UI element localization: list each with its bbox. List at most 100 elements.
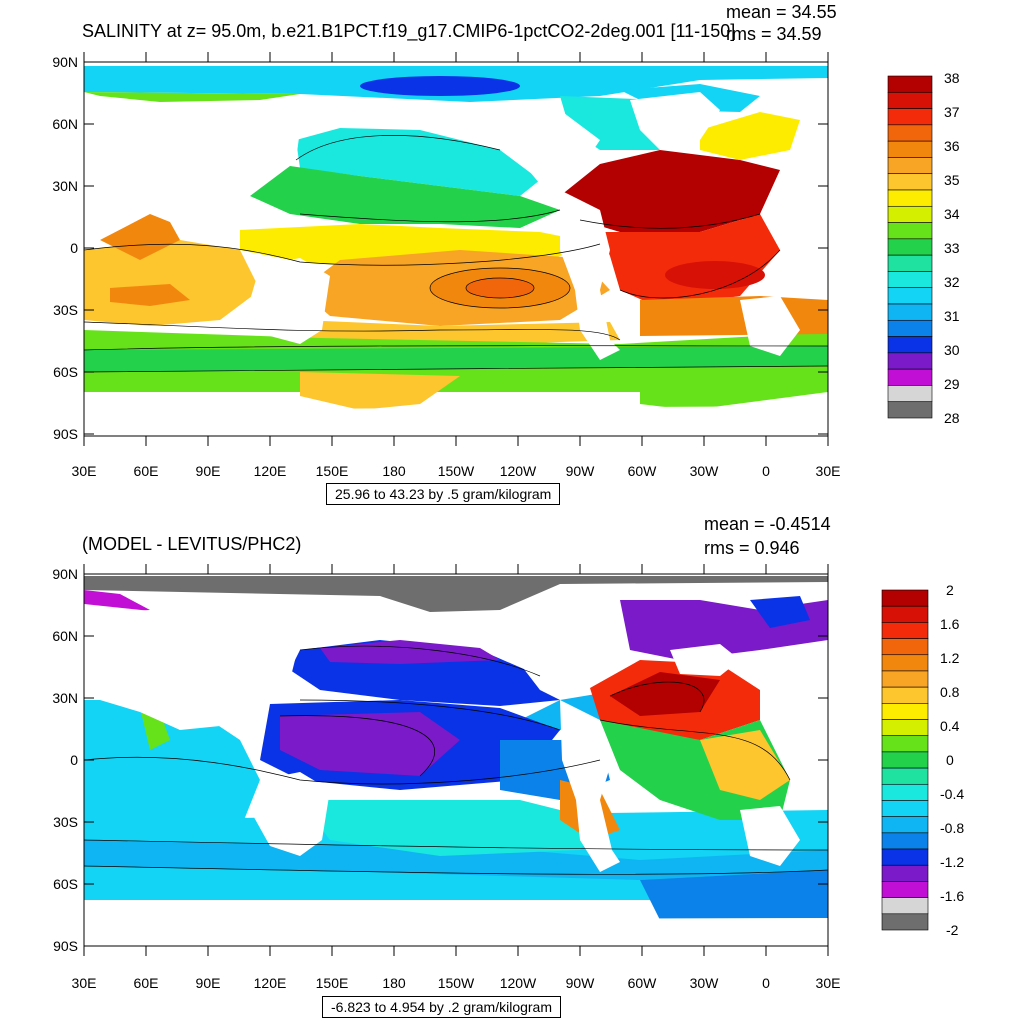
top-lon-label: 60E — [134, 463, 159, 479]
top-lat-label: 90N — [52, 54, 78, 70]
bottom-lon-label: 150E — [316, 975, 349, 991]
colorbar-swatch — [881, 654, 929, 672]
colorbar-swatch — [881, 864, 929, 882]
bottom-lat-label: 30N — [52, 690, 78, 706]
top-lon-label: 30E — [816, 463, 841, 479]
colorbar-swatch — [881, 703, 929, 720]
bottom-lon-label: 90E — [196, 975, 221, 991]
bottom-contour-range-label: -6.823 to 4.954 by .2 gram/kilogram — [322, 996, 562, 1018]
colorbar-swatch — [881, 848, 929, 866]
top-colorbar-label: 38 — [944, 70, 960, 86]
bottom-map-title: (MODEL - LEVITUS/PHC2) — [82, 534, 302, 554]
bottom-lon-label: 150W — [438, 975, 475, 991]
colorbar-swatch — [881, 913, 929, 931]
top-lat-axis: 90N 60N 30N 0 30S 60S 90S — [52, 54, 78, 442]
colorbar-swatch — [881, 719, 929, 737]
colorbar-swatch — [887, 108, 933, 126]
bottom-colorbar-label: -1.6 — [940, 888, 964, 904]
bottom-lon-label: 30E — [816, 975, 841, 991]
colorbar-swatch — [881, 605, 929, 623]
bottom-lat-label: 90S — [53, 938, 78, 954]
bottom-rms-value: rms = 0.946 — [704, 538, 800, 558]
top-lat-label: 30S — [53, 302, 78, 318]
top-lat-label: 60S — [53, 364, 78, 380]
top-lon-label: 150E — [316, 463, 349, 479]
top-map-ticks — [83, 52, 829, 446]
top-salinity-map — [84, 62, 828, 436]
colorbar-swatch — [881, 735, 929, 753]
bottom-lat-label: 90N — [52, 566, 78, 582]
bottom-colorbar-label: -0.8 — [940, 820, 964, 836]
top-colorbar-label: 29 — [944, 376, 960, 392]
top-colorbar-label: 36 — [944, 138, 960, 154]
top-lon-label: 180 — [382, 463, 406, 479]
colorbar-swatch — [887, 124, 933, 142]
top-lon-label: 150W — [438, 463, 475, 479]
colorbar-swatch — [887, 91, 933, 109]
colorbar-swatch — [887, 319, 933, 337]
top-lon-label: 60W — [628, 463, 658, 479]
bottom-colorbar-label: 0 — [946, 752, 954, 768]
colorbar-swatch — [887, 385, 933, 403]
colorbar-swatch — [887, 75, 933, 93]
bottom-colorbar-label: 0.8 — [940, 684, 960, 700]
bottom-mean-value: mean = -0.4514 — [704, 514, 831, 534]
bottom-lon-label: 120E — [254, 975, 287, 991]
colorbar-swatch — [881, 751, 929, 769]
bottom-lon-label: 30W — [690, 975, 720, 991]
bottom-lat-label: 0 — [70, 752, 78, 768]
bottom-colorbar-label: 2 — [946, 582, 954, 598]
bottom-colorbar-labels: 2 1.6 1.2 0.8 0.4 0 -0.4 -0.8 -1.2 -1.6 … — [940, 582, 964, 938]
colorbar-swatch — [881, 832, 929, 850]
top-colorbar-label: 31 — [944, 308, 960, 324]
top-colorbar-label: 37 — [944, 104, 960, 120]
top-contour-range-label: 25.96 to 43.23 by .5 gram/kilogram — [326, 483, 561, 505]
top-lon-label: 120W — [500, 463, 537, 479]
top-colorbar — [887, 75, 933, 419]
colorbar-swatch — [887, 352, 933, 370]
colorbar-swatch — [887, 157, 933, 175]
bottom-colorbar-label: -0.4 — [940, 786, 964, 802]
top-colorbar-label: 30 — [944, 342, 960, 358]
top-colorbar-label: 33 — [944, 240, 960, 256]
colorbar-swatch — [881, 589, 929, 607]
top-colorbar-label: 35 — [944, 172, 960, 188]
top-lat-label: 90S — [53, 426, 78, 442]
colorbar-swatch — [887, 287, 933, 305]
top-lon-label: 30W — [690, 463, 720, 479]
bottom-colorbar-label: 0.4 — [940, 718, 960, 734]
top-colorbar-label: 34 — [944, 206, 960, 222]
top-colorbar-labels: 38 37 36 35 34 33 32 31 30 29 28 — [944, 70, 960, 426]
top-colorbar-label: 28 — [944, 410, 960, 426]
bottom-lon-label: 60E — [134, 975, 159, 991]
colorbar-swatch — [887, 368, 933, 386]
bottom-colorbar-label: -2 — [946, 922, 959, 938]
colorbar-swatch — [881, 881, 929, 898]
top-lat-label: 30N — [52, 178, 78, 194]
bottom-colorbar-label: 1.6 — [940, 616, 960, 632]
top-mean-value: mean = 34.55 — [726, 2, 837, 22]
top-lat-label: 0 — [70, 240, 78, 256]
top-lon-axis: 30E 60E 90E 120E 150E 180 150W 120W 90W … — [72, 463, 841, 479]
colorbar-swatch — [887, 140, 933, 158]
top-colorbar-label: 32 — [944, 274, 960, 290]
colorbar-swatch — [881, 622, 929, 639]
bottom-lat-label: 30S — [53, 814, 78, 830]
colorbar-swatch — [887, 189, 933, 207]
top-lon-label: 90E — [196, 463, 221, 479]
colorbar-swatch — [887, 336, 933, 354]
colorbar-swatch — [887, 173, 933, 191]
bottom-colorbar-label: 1.2 — [940, 650, 960, 666]
colorbar-swatch — [881, 800, 929, 817]
bottom-difference-map — [84, 574, 828, 946]
colorbar-swatch — [887, 222, 933, 240]
top-lon-label: 120E — [254, 463, 287, 479]
bottom-lon-label: 90W — [566, 975, 596, 991]
top-rms-value: rms = 34.59 — [726, 24, 822, 44]
colorbar-swatch — [887, 401, 933, 419]
top-map-title: SALINITY at z= 95.0m, b.e21.B1PCT.f19_g1… — [82, 21, 736, 41]
bottom-colorbar-label: -1.2 — [940, 854, 964, 870]
colorbar-swatch — [887, 205, 933, 223]
colorbar-swatch — [881, 816, 929, 834]
